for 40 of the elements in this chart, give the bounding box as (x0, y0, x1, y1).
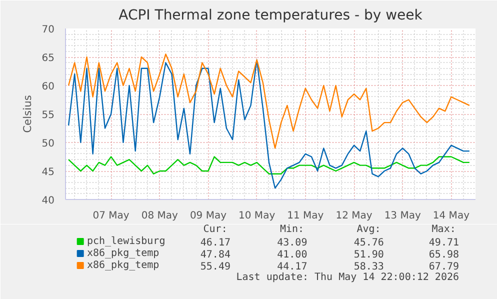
text: 58.33 (354, 262, 384, 272)
text: 43.09 (277, 238, 308, 248)
line-series (68, 59, 470, 189)
text: 49.71 (428, 238, 460, 248)
x-tick-label: 07 May (92, 210, 130, 222)
x-tick-label: 14 May (432, 210, 470, 222)
text: 46.17 (200, 238, 230, 248)
text: 47.84 (200, 250, 230, 260)
text: Last update: Thu May 14 22:00:12 2026 (236, 272, 460, 283)
text: 65.98 (428, 250, 460, 260)
text: 67.79 (428, 262, 460, 272)
y-tick-label: 65 (42, 53, 55, 64)
text: Cur: (203, 224, 228, 235)
x-tick-label: 10 May (238, 210, 276, 222)
text: 55.49 (200, 262, 230, 272)
line-series (68, 156, 470, 174)
text: 44.17 (277, 262, 308, 272)
y-tick-label: 50 (42, 138, 55, 150)
text: 41.00 (277, 250, 308, 260)
text: 51.90 (354, 250, 384, 260)
legend-label: pch_lewisburg (86, 236, 166, 247)
y-tick-label: 40 (42, 196, 55, 206)
line-series (68, 54, 470, 149)
y-tick-label: 45 (42, 167, 55, 178)
text: Max: (432, 224, 456, 235)
y-axis-title: Celsius (20, 94, 34, 133)
x-tick-label: 08 May (141, 210, 178, 222)
text: 45.76 (354, 238, 384, 248)
y-tick-label: 60 (42, 82, 55, 92)
text: Avg: (356, 224, 381, 235)
y-tick-label: 70 (42, 24, 55, 36)
text: Min: (280, 224, 304, 235)
y-tick-label: 55 (42, 110, 55, 121)
x-tick-label: 13 May (384, 210, 421, 222)
legend-label: x86_pkg_temp (86, 260, 160, 271)
chart-title: ACPI Thermal zone temperatures - by week (118, 8, 424, 24)
x-tick-label: 11 May (287, 210, 324, 222)
x-tick-label: 09 May (190, 210, 227, 222)
legend-label: x86_pkg_temp (86, 248, 160, 259)
x-tick-label: 12 May (336, 210, 372, 222)
